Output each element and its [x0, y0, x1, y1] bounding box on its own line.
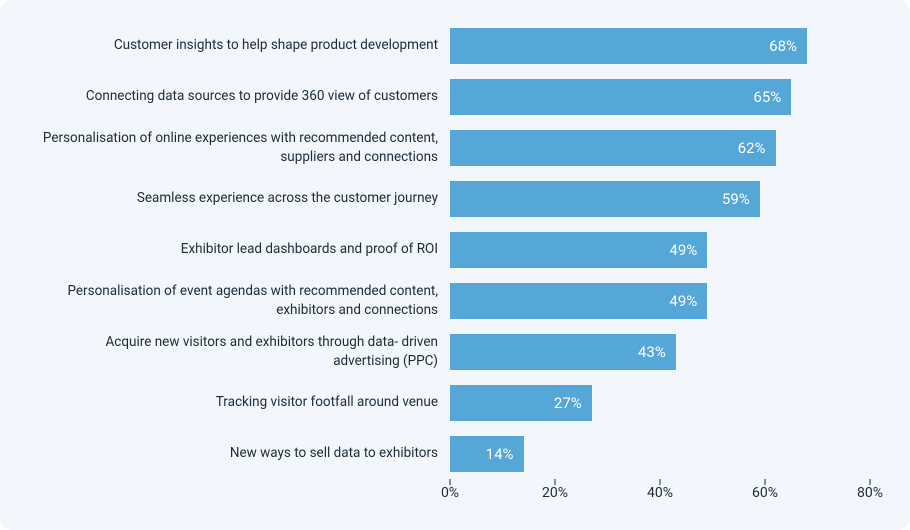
- tick-label: 0%: [441, 485, 459, 501]
- chart-rows: Customer insights to help shape product …: [40, 20, 870, 479]
- bar-label: Tracking visitor footfall around venue: [40, 393, 450, 411]
- bar-value: 49%: [669, 292, 697, 310]
- bar: 65%: [450, 79, 791, 115]
- bar-cell: 49%: [450, 224, 870, 275]
- chart-area: Customer insights to help shape product …: [40, 20, 870, 490]
- bar-cell: 49%: [450, 275, 870, 326]
- chart-container: Customer insights to help shape product …: [0, 0, 910, 530]
- bar-cell: 43%: [450, 326, 870, 377]
- bar-label: Acquire new visitors and exhibitors thro…: [40, 333, 450, 369]
- chart-row: New ways to sell data to exhibitors 14%: [40, 428, 870, 479]
- chart-row: Tracking visitor footfall around venue 27…: [40, 377, 870, 428]
- tick-label: 40%: [647, 485, 673, 501]
- axis-ticks: 0%20%40%60%80%: [450, 479, 870, 509]
- chart-row: Personalisation of online experiences wi…: [40, 122, 870, 173]
- axis-spacer: [40, 479, 450, 509]
- bar-value: 68%: [769, 37, 797, 55]
- bar-label: New ways to sell data to exhibitors: [40, 444, 450, 462]
- bar: 49%: [450, 283, 707, 319]
- bar-label: Personalisation of event agendas with re…: [40, 282, 450, 318]
- bar: 62%: [450, 130, 776, 166]
- bar-value: 14%: [486, 445, 514, 463]
- chart-row: Acquire new visitors and exhibitors thro…: [40, 326, 870, 377]
- tick-label: 20%: [542, 485, 568, 501]
- bar-cell: 65%: [450, 71, 870, 122]
- chart-row: Connecting data sources to provide 360 v…: [40, 71, 870, 122]
- bar-cell: 59%: [450, 173, 870, 224]
- bar-value: 43%: [638, 343, 666, 361]
- bar-value: 27%: [554, 394, 582, 412]
- bar-label: Connecting data sources to provide 360 v…: [40, 87, 450, 105]
- bar-cell: 62%: [450, 122, 870, 173]
- bar-value: 59%: [722, 190, 750, 208]
- bar: 68%: [450, 28, 807, 64]
- x-axis: 0%20%40%60%80%: [40, 479, 870, 509]
- bar: 43%: [450, 334, 676, 370]
- bar: 27%: [450, 385, 592, 421]
- bar-cell: 14%: [450, 428, 870, 479]
- bar: 59%: [450, 181, 760, 217]
- bar-value: 62%: [738, 139, 766, 157]
- bar-cell: 27%: [450, 377, 870, 428]
- bar: 49%: [450, 232, 707, 268]
- tick-label: 80%: [857, 485, 883, 501]
- bar-label: Exhibitor lead dashboards and proof of R…: [40, 240, 450, 258]
- bar-label: Personalisation of online experiences wi…: [40, 129, 450, 165]
- tick-label: 60%: [752, 485, 778, 501]
- bar-cell: 68%: [450, 20, 870, 71]
- bar-label: Customer insights to help shape product …: [40, 36, 450, 54]
- bar-label: Seamless experience across the customer …: [40, 189, 450, 207]
- chart-row: Seamless experience across the customer …: [40, 173, 870, 224]
- chart-row: Personalisation of event agendas with re…: [40, 275, 870, 326]
- bar: 14%: [450, 436, 524, 472]
- chart-row: Customer insights to help shape product …: [40, 20, 870, 71]
- chart-row: Exhibitor lead dashboards and proof of R…: [40, 224, 870, 275]
- bar-value: 49%: [669, 241, 697, 259]
- bar-value: 65%: [753, 88, 781, 106]
